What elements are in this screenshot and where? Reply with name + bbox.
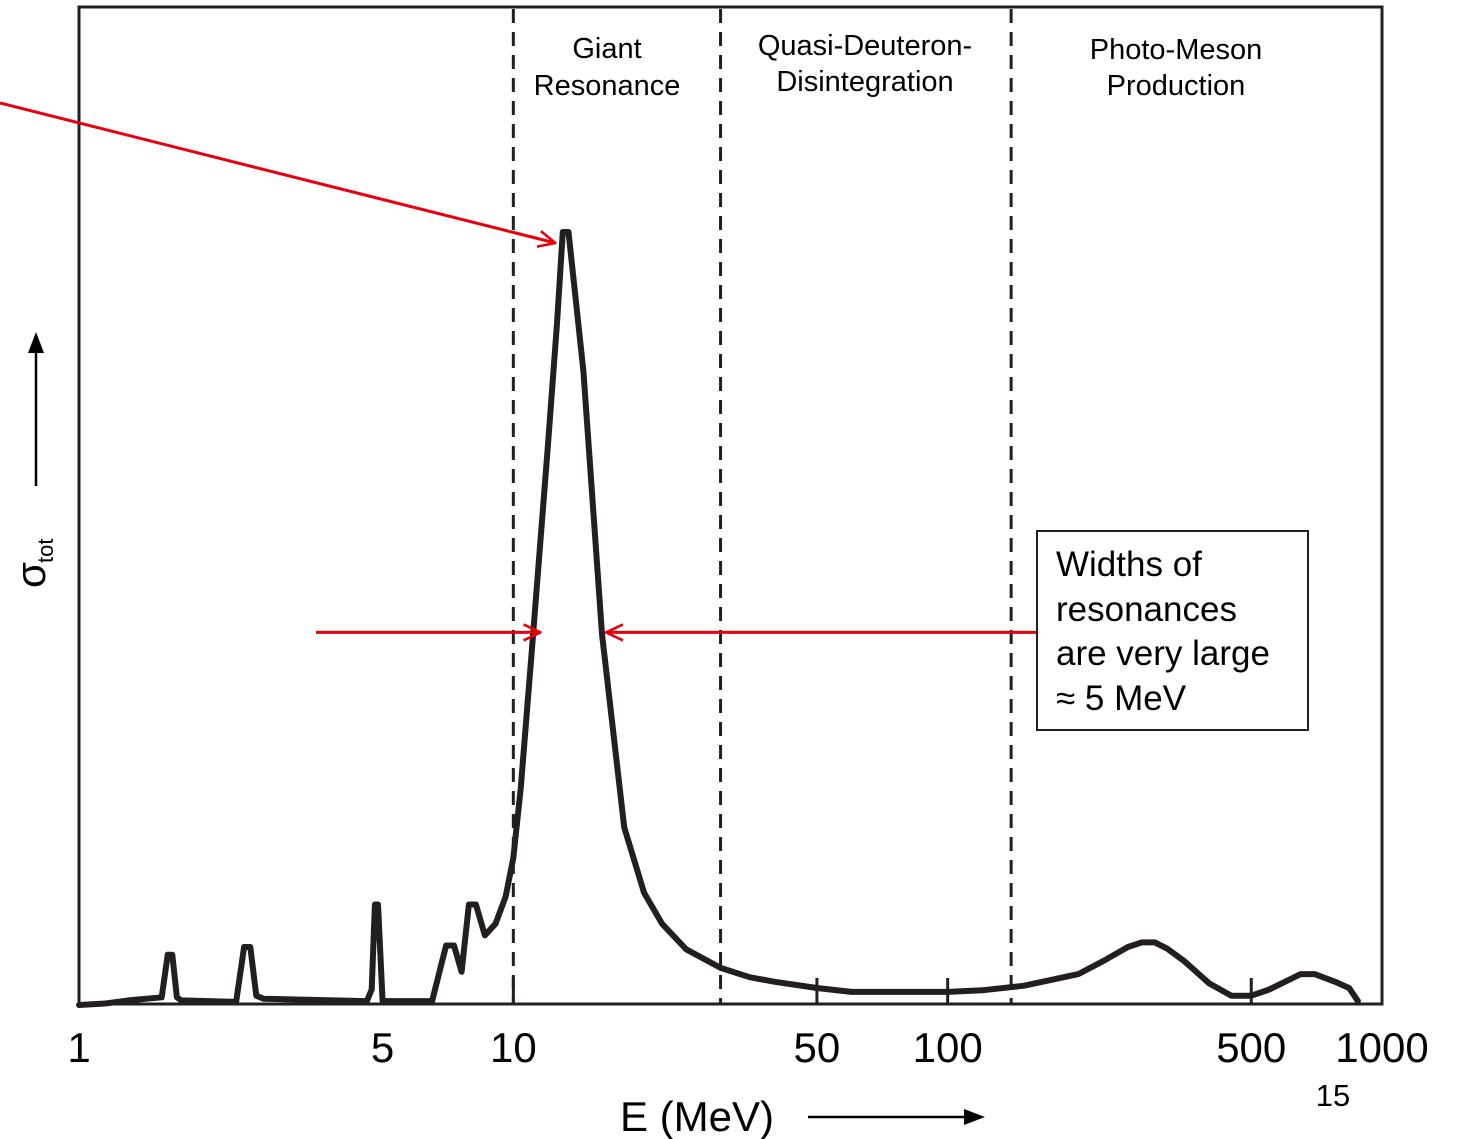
- callout-line-1: Widths of: [1056, 545, 1202, 584]
- y-axis-label: σ tot: [7, 539, 58, 588]
- page-number: 15: [1316, 1078, 1350, 1113]
- region-label-meson-line2: Production: [1107, 70, 1246, 102]
- region-label-meson-line1: Photo-Meson: [1090, 34, 1263, 66]
- plot-frame: [77, 5, 1384, 1006]
- x-tick-label-50: 50: [794, 1024, 841, 1071]
- region-boundaries: [511, 9, 1013, 1003]
- y-axis-arrowhead: [28, 332, 44, 353]
- callout-box-frame: [1036, 530, 1309, 731]
- callout-box: Widths of resonances are very large ≈ 5 …: [1036, 530, 1309, 731]
- callout-line-4: ≈ 5 MeV: [1056, 679, 1187, 718]
- x-axis-arrowhead: [964, 1109, 985, 1125]
- region-label-quasi-line2: Disintegration: [776, 66, 953, 98]
- x-tick-label-10: 10: [490, 1024, 537, 1071]
- x-ticks: [381, 978, 1253, 1004]
- x-tick-label-5: 5: [371, 1024, 394, 1071]
- region-label-giant-line2: Resonance: [534, 70, 681, 102]
- callout-line-3: are very large: [1056, 634, 1270, 673]
- region-labels: Giant Resonance Quasi-Deuteron- Disinteg…: [534, 30, 1263, 102]
- y-axis-subscript: tot: [33, 539, 58, 563]
- x-tick-label-100: 100: [913, 1024, 983, 1071]
- x-axis-label: E (MeV): [620, 1093, 774, 1139]
- callout-line-2: resonances: [1056, 590, 1237, 629]
- x-tick-label-1000: 1000: [1335, 1024, 1428, 1071]
- region-label-giant-line1: Giant: [572, 33, 641, 65]
- x-tick-label-500: 500: [1216, 1024, 1286, 1071]
- y-axis-sigma: σ: [7, 562, 54, 588]
- region-label-quasi-line1: Quasi-Deuteron-: [758, 30, 972, 62]
- peak-pointer-arrow: [0, 101, 555, 243]
- x-tick-label-1: 1: [67, 1024, 90, 1071]
- x-tick-labels: 1 5 10 50 100 500 1000: [67, 1024, 1428, 1071]
- cross-section-curve: [76, 229, 1361, 1008]
